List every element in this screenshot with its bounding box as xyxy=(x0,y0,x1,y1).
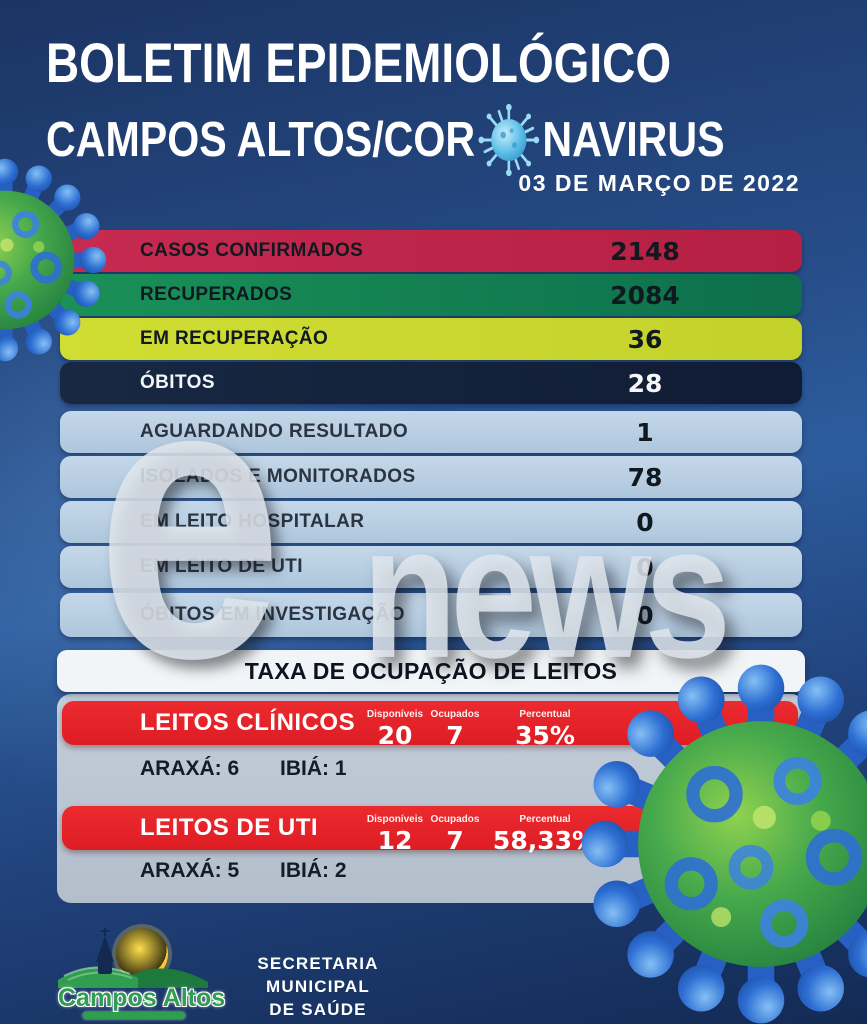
page-title: BOLETIM EPIDEMIOLÓGICO xyxy=(46,31,672,94)
stat-row-recovering: EM RECUPERAÇÃO 36 xyxy=(60,318,802,360)
occupied-value: 7 xyxy=(446,721,464,750)
icu-beds-bar: LEITOS DE UTI Disponíveis 12 Ocupados 7 … xyxy=(62,806,798,854)
stat-value: 0 xyxy=(636,507,654,537)
stat-label: AGUARDANDO RESULTADO xyxy=(140,421,409,442)
clinical-percent: Percentual 35% xyxy=(480,704,610,749)
icu-available: Disponíveis 12 xyxy=(350,809,440,854)
available-header: Disponíveis xyxy=(366,709,424,720)
stat-label: CASOS CONFIRMADOS xyxy=(140,240,364,261)
secretaria-line1: SECRETARIA MUNICIPAL xyxy=(257,954,379,996)
stat-row-deaths: ÓBITOS 28 xyxy=(60,362,802,404)
occupied-header: Ocupados xyxy=(430,814,480,825)
stat-label: EM LEITO HOSPITALAR xyxy=(140,511,365,532)
stat-label: ÓBITOS EM INVESTIGAÇÃO xyxy=(140,604,405,625)
stat-row-recovered: RECUPERADOS 2084 xyxy=(60,274,802,316)
percent-value: 35% xyxy=(515,721,575,750)
available-value: 12 xyxy=(377,826,413,855)
percent-header: Percentual xyxy=(519,814,571,825)
icu-percent: Percentual 58,33% xyxy=(480,809,610,854)
stat-value: 2084 xyxy=(610,280,680,310)
stat-label: ISOLADOS E MONITORADOS xyxy=(140,466,416,487)
stat-label: EM LEITO DE UTI xyxy=(140,556,303,577)
icu-occupied: Ocupados 7 xyxy=(425,809,485,854)
stat-row-confirmed: CASOS CONFIRMADOS 2148 xyxy=(60,230,802,272)
campos-altos-logo-art xyxy=(58,924,208,988)
percent-header: Percentual xyxy=(519,709,571,720)
bulletin-date: 03 DE MARÇO DE 2022 xyxy=(518,170,800,196)
percent-value: 58,33% xyxy=(492,826,598,855)
stat-value: 2148 xyxy=(610,236,680,266)
stat-row-hospital-bed: EM LEITO HOSPITALAR 0 xyxy=(60,501,802,543)
occupied-header: Ocupados xyxy=(430,709,480,720)
logo-ribbon xyxy=(83,1012,185,1019)
subtitle-left: CAMPOS ALTOS/COR xyxy=(46,113,476,167)
stat-value: 0 xyxy=(636,552,654,582)
stat-label: EM RECUPERAÇÃO xyxy=(140,328,329,349)
coronavirus-icon xyxy=(478,103,540,177)
clinical-breakdown-ibia: IBIÁ: 1 xyxy=(280,757,347,780)
stat-value: 36 xyxy=(627,324,663,354)
subtitle-right: NAVIRUS xyxy=(542,113,725,167)
secretaria-line2: DE SAÚDE xyxy=(269,1000,367,1019)
stat-row-awaiting-result: AGUARDANDO RESULTADO 1 xyxy=(60,411,802,453)
campos-altos-logo-text: Campos Altos xyxy=(58,984,226,1012)
occupancy-section-title: TAXA DE OCUPAÇÃO DE LEITOS xyxy=(57,650,805,692)
clinical-breakdown-araxa: ARAXÁ: 6 xyxy=(140,757,240,780)
clinical-occupied: Ocupados 7 xyxy=(425,704,485,749)
occupied-value: 7 xyxy=(446,826,464,855)
icu-breakdown-ibia: IBIÁ: 2 xyxy=(280,859,347,882)
stat-value: 0 xyxy=(636,600,654,630)
stat-label: RECUPERADOS xyxy=(140,284,293,305)
stat-row-icu-bed: EM LEITO DE UTI 0 xyxy=(60,546,802,588)
clinical-available: Disponíveis 20 xyxy=(350,704,440,749)
clinical-beds-bar: LEITOS CLÍNICOS Disponíveis 20 Ocupados … xyxy=(62,701,798,749)
clinical-beds-label: LEITOS CLÍNICOS xyxy=(140,709,356,736)
stat-value: 1 xyxy=(636,417,654,447)
stat-value: 78 xyxy=(627,462,663,492)
icu-beds-label: LEITOS DE UTI xyxy=(140,814,319,841)
stat-row-isolated: ISOLADOS E MONITORADOS 78 xyxy=(60,456,802,498)
stat-value: 28 xyxy=(627,368,663,398)
stat-label: ÓBITOS xyxy=(140,372,215,393)
available-header: Disponíveis xyxy=(366,814,424,825)
page-subtitle: CAMPOS ALTOS/COR NAVIRUS xyxy=(46,98,725,182)
available-value: 20 xyxy=(377,721,413,750)
secretaria-text: SECRETARIA MUNICIPAL DE SAÚDE xyxy=(222,952,414,1021)
campos-altos-logo: Campos Altos xyxy=(58,922,226,1022)
stat-row-deaths-investigation: ÓBITOS EM INVESTIGAÇÃO 0 xyxy=(60,593,802,637)
icu-breakdown-araxa: ARAXÁ: 5 xyxy=(140,859,240,882)
